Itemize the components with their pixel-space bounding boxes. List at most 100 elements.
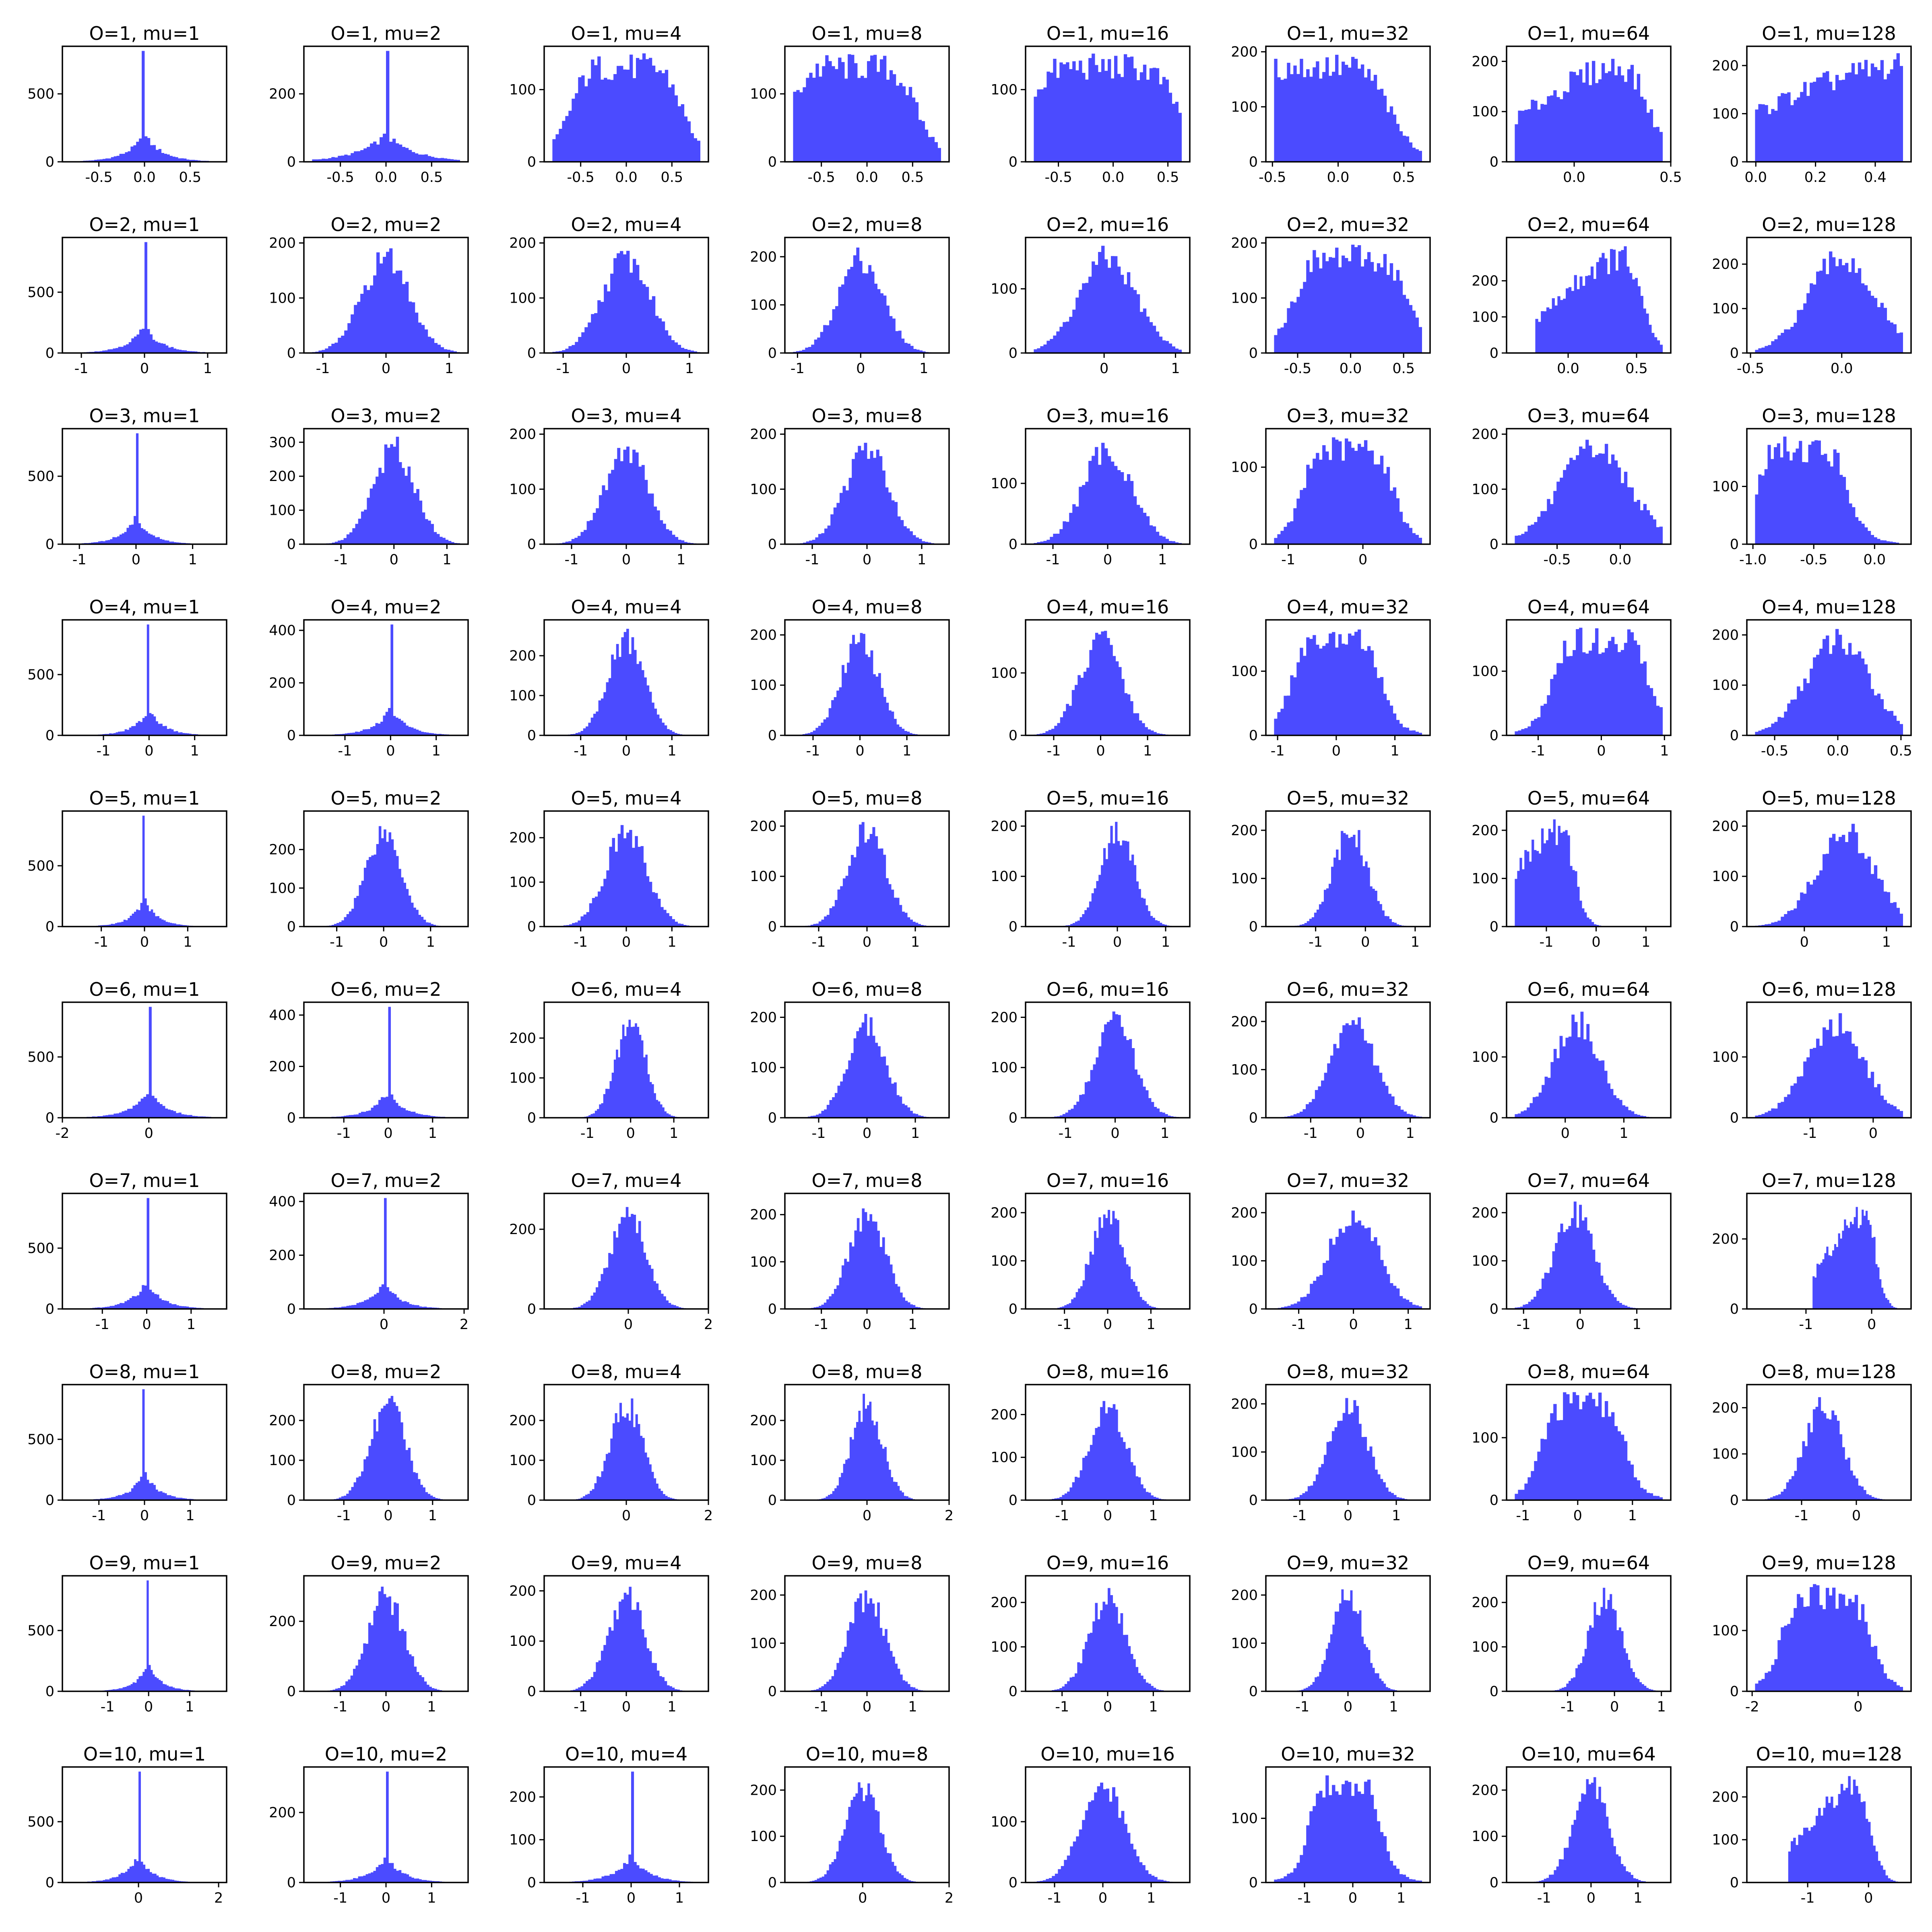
histogram-bar [1330, 1055, 1333, 1118]
histogram-bar [158, 724, 161, 735]
histogram-bar [1396, 498, 1400, 544]
histogram-bar [358, 1113, 361, 1118]
histogram-bar [879, 1628, 883, 1691]
histogram-bar [1303, 488, 1307, 544]
histogram-bar [1153, 1307, 1156, 1309]
histogram-bar [1309, 1811, 1313, 1882]
histogram-bar [1579, 1205, 1582, 1309]
histogram-bar [896, 898, 900, 927]
histogram-bar [345, 733, 348, 735]
histogram-bar [1075, 297, 1079, 353]
histogram-bar [612, 1874, 615, 1882]
histogram-bar [1059, 1688, 1062, 1691]
histogram-bar [408, 1447, 411, 1500]
y-tick-label: 100 [509, 1070, 536, 1086]
histogram-bar [1383, 95, 1387, 162]
histogram-bar [602, 485, 605, 544]
histogram-bar [639, 661, 642, 735]
histogram-bar [369, 488, 373, 544]
x-tick-label: 0 [140, 1508, 149, 1524]
histogram-bar [1105, 1413, 1108, 1500]
histogram-bar [1755, 1683, 1759, 1691]
histogram-bar [642, 1868, 645, 1882]
histogram-bar [1628, 1872, 1631, 1882]
histogram-bar [1402, 1498, 1405, 1500]
histogram-bar [629, 654, 632, 735]
histogram-bar [1819, 870, 1823, 927]
histogram-bar [552, 139, 556, 162]
histogram-bar [1384, 916, 1387, 927]
histogram-bar [1412, 533, 1416, 544]
histogram-bar [341, 1307, 344, 1309]
subplot-title: O=7, mu=4 [571, 1170, 681, 1191]
histogram-bar [1593, 1602, 1596, 1691]
histogram-bar [1127, 57, 1131, 162]
histogram-bar [153, 145, 156, 162]
histogram-bar [1156, 68, 1160, 162]
histogram-bar [1831, 1796, 1833, 1882]
y-tick-label: 500 [27, 1432, 54, 1448]
histogram-bar [829, 1679, 832, 1691]
histogram-bar [1569, 71, 1573, 162]
y-tick-label: 100 [1712, 301, 1739, 317]
histogram-bar [354, 305, 357, 353]
y-tick-label: 0 [1249, 919, 1258, 935]
histogram-bar [1124, 693, 1128, 735]
histogram-bar [1148, 729, 1151, 735]
histogram-bar [1142, 723, 1145, 735]
histogram-bar [663, 910, 667, 927]
histogram-bar [124, 1492, 127, 1500]
histogram-bar [1114, 466, 1118, 544]
histogram-bar [647, 1872, 650, 1882]
histogram-bar [1082, 1649, 1085, 1691]
histogram-bar [188, 1307, 192, 1309]
y-tick-label: 200 [991, 1009, 1018, 1026]
histogram-bar [1602, 253, 1605, 353]
histogram-bar [674, 342, 678, 353]
histogram-bar [823, 325, 826, 353]
histogram-bar [421, 155, 425, 162]
histogram-bar [899, 83, 903, 162]
histogram-bar [886, 878, 889, 927]
histogram-bar [655, 72, 659, 162]
histogram-bar [1113, 843, 1115, 927]
histogram-bar [174, 923, 176, 927]
x-tick-label: 0 [386, 743, 395, 759]
histogram-bar [1360, 649, 1364, 735]
histogram-bar [1385, 1086, 1389, 1118]
histogram-bar [408, 150, 412, 162]
histogram-bar [1097, 1619, 1100, 1691]
histogram-bar [636, 58, 640, 162]
histogram-bar [1781, 93, 1784, 162]
histogram-bar [378, 1865, 381, 1882]
histogram-bar [364, 1300, 367, 1309]
histogram-bar [859, 1231, 862, 1309]
subplot-title: O=6, mu=2 [330, 978, 441, 1000]
histogram-bar [103, 1115, 106, 1118]
histogram-bar [1610, 1594, 1612, 1691]
histogram-bar [1406, 136, 1410, 162]
histogram-bar [175, 731, 178, 735]
histogram-bar [344, 1307, 347, 1309]
histogram-bar [1611, 1837, 1614, 1882]
x-tick-label: -1 [1062, 934, 1076, 950]
histogram-bar [1409, 305, 1413, 353]
histogram-bar [1070, 1846, 1073, 1882]
histogram-bar [173, 731, 176, 735]
y-tick-label: 100 [509, 1633, 536, 1649]
histogram-bar [1410, 1114, 1413, 1118]
histogram-bar [617, 834, 621, 927]
histogram-bar [1800, 1076, 1804, 1118]
histogram-bar [1790, 1841, 1794, 1882]
histogram-bar [169, 1303, 172, 1309]
histogram-bar [672, 1687, 675, 1691]
histogram-bar [1887, 320, 1891, 353]
y-tick-label: 0 [45, 537, 54, 553]
histogram-bar [1399, 1497, 1402, 1500]
histogram-bar [1334, 1427, 1338, 1500]
x-tick-label: 0 [1576, 1317, 1585, 1333]
histogram-bar [179, 1306, 182, 1309]
histogram-bar [1596, 262, 1599, 353]
histogram-bar [1575, 1668, 1578, 1691]
histogram-bar [1144, 1301, 1147, 1309]
